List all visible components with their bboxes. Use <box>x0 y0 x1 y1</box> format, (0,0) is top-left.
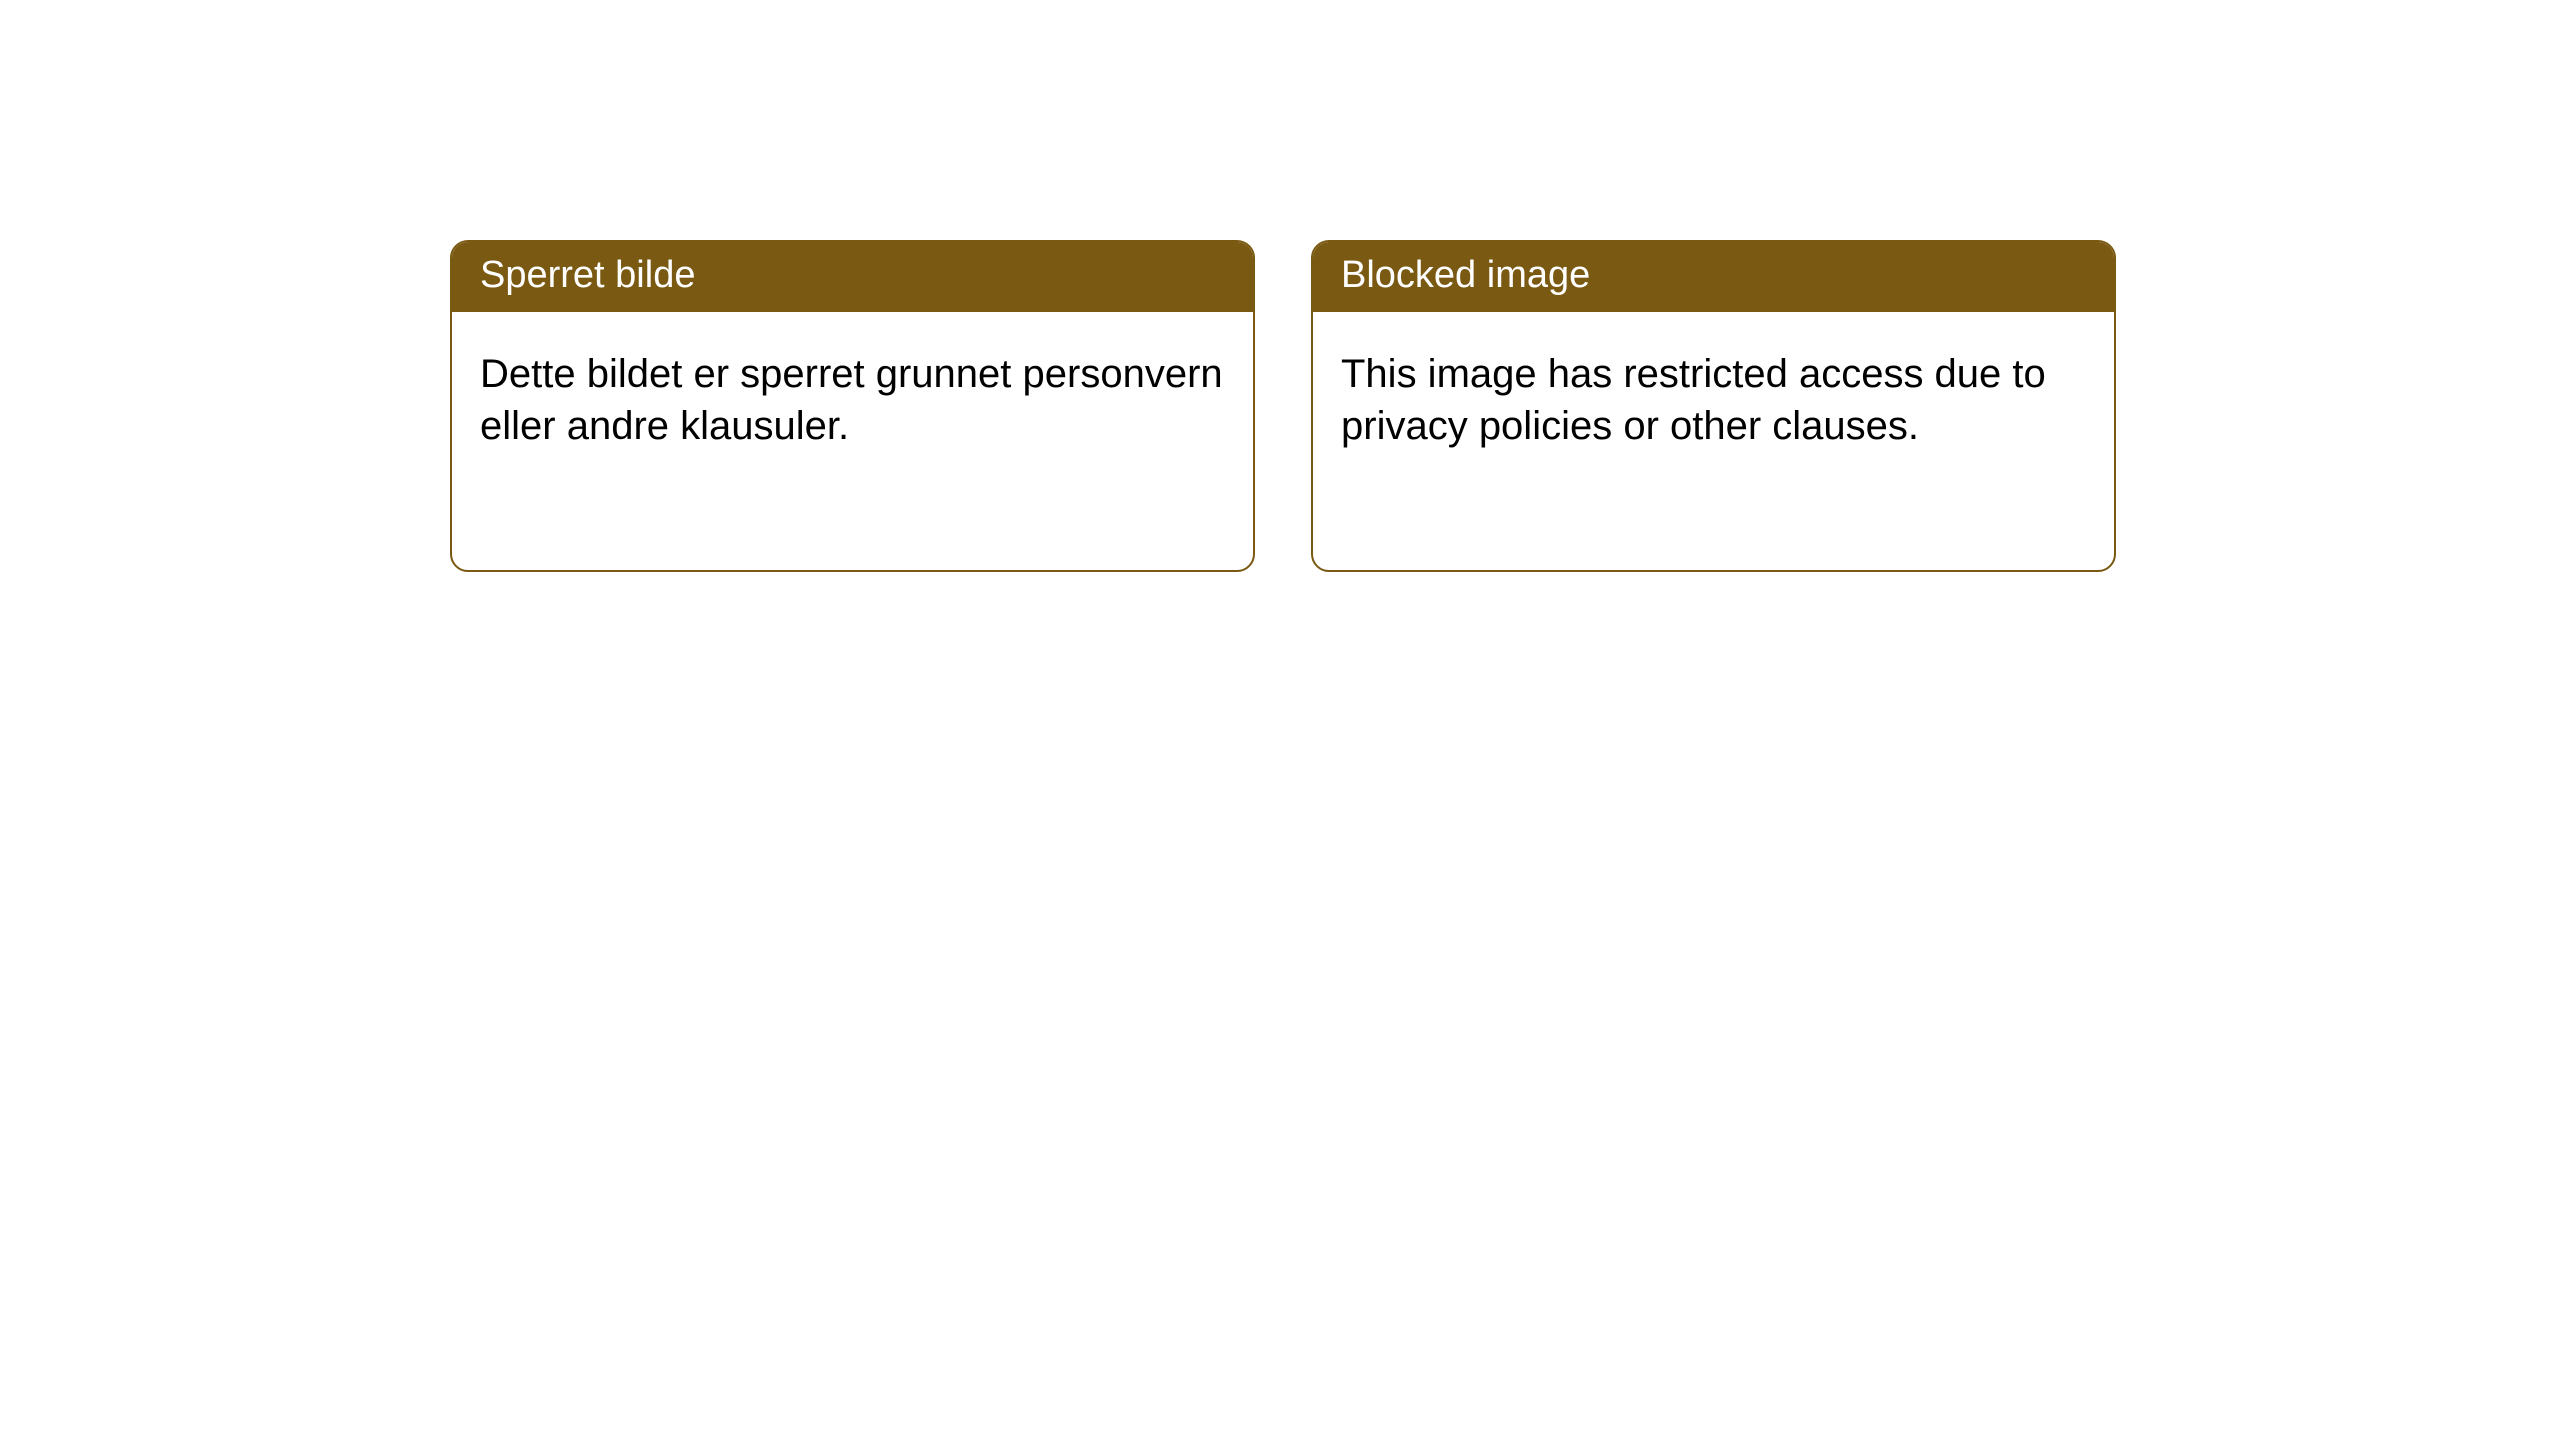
blocked-image-panel-en: Blocked image This image has restricted … <box>1311 240 2116 572</box>
panel-title: Sperret bilde <box>452 242 1253 312</box>
notice-panels-container: Sperret bilde Dette bildet er sperret gr… <box>0 0 2560 572</box>
panel-message: Dette bildet er sperret grunnet personve… <box>452 312 1253 490</box>
panel-message: This image has restricted access due to … <box>1313 312 2114 490</box>
blocked-image-panel-no: Sperret bilde Dette bildet er sperret gr… <box>450 240 1255 572</box>
panel-title: Blocked image <box>1313 242 2114 312</box>
